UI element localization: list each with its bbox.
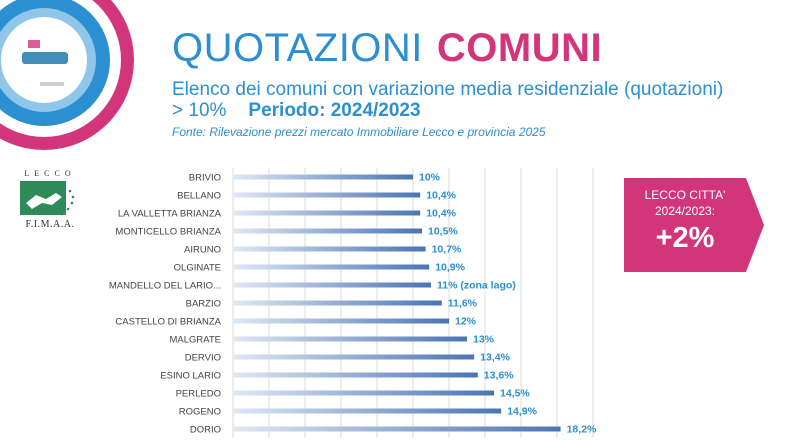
category-label: BARZIO bbox=[186, 299, 221, 310]
logo-top-text: LECCO bbox=[24, 169, 76, 178]
data-label: 10,9% bbox=[435, 262, 465, 274]
handshake-icon bbox=[20, 181, 75, 216]
data-label: 10,4% bbox=[426, 190, 456, 202]
bar bbox=[233, 390, 494, 396]
fimaa-logo: LECCO F.I.M.A.A. bbox=[14, 169, 86, 230]
data-label: 14,9% bbox=[507, 406, 537, 418]
data-label: 14,5% bbox=[500, 388, 530, 400]
data-label: 13,4% bbox=[480, 352, 510, 364]
category-label: BRIVIO bbox=[189, 173, 221, 184]
data-label: 10,5% bbox=[428, 226, 458, 238]
bars bbox=[233, 174, 561, 432]
data-label: 12% bbox=[455, 316, 477, 328]
category-label: PERLEDO bbox=[176, 389, 221, 400]
bar bbox=[233, 336, 467, 342]
bar bbox=[233, 282, 431, 288]
title-part1: QUOTAZIONI bbox=[172, 26, 423, 70]
category-label: BELLANO bbox=[177, 191, 221, 202]
bar bbox=[233, 426, 561, 432]
page-title: QUOTAZIONI COMUNI bbox=[172, 26, 602, 70]
category-label: LA VALLETTA BRIANZA bbox=[118, 209, 222, 220]
bar bbox=[233, 372, 478, 378]
category-label: CASTELLO DI BRIANZA bbox=[115, 317, 221, 328]
bar bbox=[233, 300, 442, 306]
data-label: 13,6% bbox=[484, 370, 514, 382]
data-label: 10,4% bbox=[426, 208, 456, 220]
callout-value: +2% bbox=[655, 222, 715, 254]
source-note: Fonte: Rilevazione prezzi mercato Immobi… bbox=[172, 125, 546, 139]
subtitle-text: Elenco dei comuni con variazione media r… bbox=[172, 79, 724, 121]
bar bbox=[233, 354, 475, 360]
category-label: MANDELLO DEL LARIO... bbox=[109, 281, 221, 292]
category-label: AIRUNO bbox=[184, 245, 221, 256]
bar bbox=[233, 246, 426, 252]
bar bbox=[233, 192, 421, 198]
bar bbox=[233, 408, 502, 414]
data-label: 13% bbox=[473, 334, 495, 346]
logo-rings bbox=[0, 0, 134, 150]
category-label: MALGRATE bbox=[169, 335, 221, 346]
category-label: ROGENO bbox=[179, 407, 221, 418]
bar bbox=[233, 174, 413, 180]
bar bbox=[233, 228, 422, 234]
callout-line1: LECCO CITTA' bbox=[644, 188, 726, 202]
data-labels: 10% 10,4% 10,4% 10,5% 10,7% 10,9% 11% (zona la… bbox=[419, 172, 597, 436]
callout-box bbox=[624, 178, 764, 272]
title-part2: COMUNI bbox=[436, 26, 603, 70]
subtitle: Elenco dei comuni con variazione media r… bbox=[172, 79, 732, 121]
category-label: DERVIO bbox=[185, 353, 221, 364]
data-label: 18,2% bbox=[567, 424, 597, 436]
bar bbox=[233, 264, 430, 270]
category-label: OLGINATE bbox=[174, 263, 221, 274]
bar bbox=[233, 318, 449, 324]
data-label: 10,7% bbox=[432, 244, 462, 256]
bar bbox=[233, 210, 421, 216]
bar-chart: BRIVIO BELLANO LA VALLETTA BRIANZA MONTICEL… bbox=[109, 168, 597, 438]
callout-line2: 2024/2023: bbox=[654, 204, 716, 218]
data-label: 10% bbox=[419, 172, 441, 184]
category-label: ESINO LARIO bbox=[160, 371, 221, 382]
category-label: DORIO bbox=[190, 425, 221, 436]
data-label: 11,6% bbox=[448, 298, 478, 310]
category-labels: BRIVIO BELLANO LA VALLETTA BRIANZA MONTICEL… bbox=[109, 173, 222, 436]
data-label: 11% (zona lago) bbox=[437, 280, 516, 292]
callout-text: LECCO CITTA' 2024/2023: +2% bbox=[624, 188, 746, 255]
category-label: MONTICELLO BRIANZA bbox=[115, 227, 221, 238]
logo-name: F.I.M.A.A. bbox=[25, 219, 75, 230]
period-label: Periodo: 2024/2023 bbox=[248, 100, 421, 121]
